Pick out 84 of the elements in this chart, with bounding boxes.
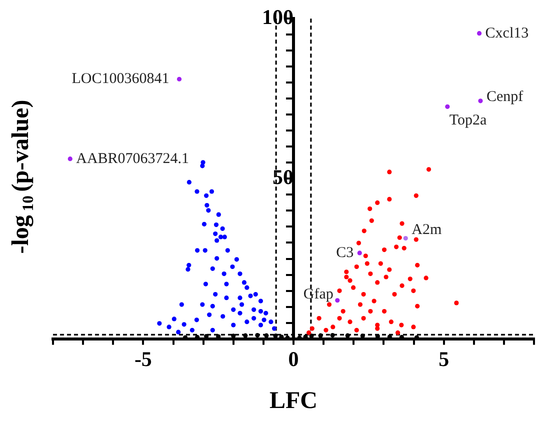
point [396,330,400,336]
point [330,332,335,338]
x-axis-title: LFC [270,388,318,414]
point [243,333,248,338]
point [364,261,370,266]
point [348,278,352,283]
y-axis-title: -log10(p-value) [8,100,38,254]
point [354,328,359,332]
point [411,324,416,330]
point [326,302,332,307]
point [324,328,328,332]
point [344,270,349,274]
point [264,333,269,338]
annotation: C3 [336,244,354,261]
annotation: Top2a [449,112,488,129]
point [368,308,373,314]
point [362,228,366,234]
point [363,254,368,258]
point [414,193,418,198]
x-tick-label: -5 [134,346,152,371]
point [330,324,336,330]
point [400,221,404,226]
point [454,300,459,306]
point [351,285,356,290]
point [356,240,362,246]
point [426,167,432,172]
point [399,322,404,328]
annotation: AABR07063724.1 [76,150,190,167]
annotation: Cxcl13 [485,25,529,42]
point [361,292,366,297]
point [361,316,366,321]
point [337,288,342,294]
point [397,235,402,240]
point [400,283,404,288]
annotation: Cenpf [486,88,524,105]
point [387,267,392,272]
point [369,218,374,223]
point [176,76,182,82]
point [424,276,428,280]
point [316,316,322,321]
point [415,304,420,308]
point [378,261,383,266]
x-tick-label: 0 [288,346,299,371]
point [368,206,372,212]
point [408,276,412,282]
point [402,246,406,250]
point [387,196,392,202]
point [306,330,312,336]
point [388,320,394,324]
point [358,302,363,307]
point [340,308,346,314]
point [375,280,380,285]
point [344,274,349,280]
annotation: A2m [412,222,442,238]
point [357,250,362,256]
point [403,236,408,241]
point [445,104,450,109]
point [387,170,392,174]
point [368,272,373,276]
point [337,316,342,321]
point [415,262,420,268]
point [345,333,350,338]
annotation: Gfap [303,286,334,302]
point [318,333,323,338]
point [382,247,387,252]
point [310,326,314,331]
point [348,320,352,324]
point [392,292,397,297]
point [384,274,388,280]
point [476,31,482,36]
point [335,298,340,303]
point [375,326,380,331]
point [375,200,380,206]
point [68,156,72,162]
point [394,244,399,250]
point [354,264,359,270]
point [382,308,387,314]
point [414,237,418,242]
point [478,98,483,104]
x-tick-label: 5 [438,346,450,371]
point [255,332,260,338]
point [372,298,376,304]
annotation: LOC100360841 [72,71,170,88]
point [411,288,416,294]
